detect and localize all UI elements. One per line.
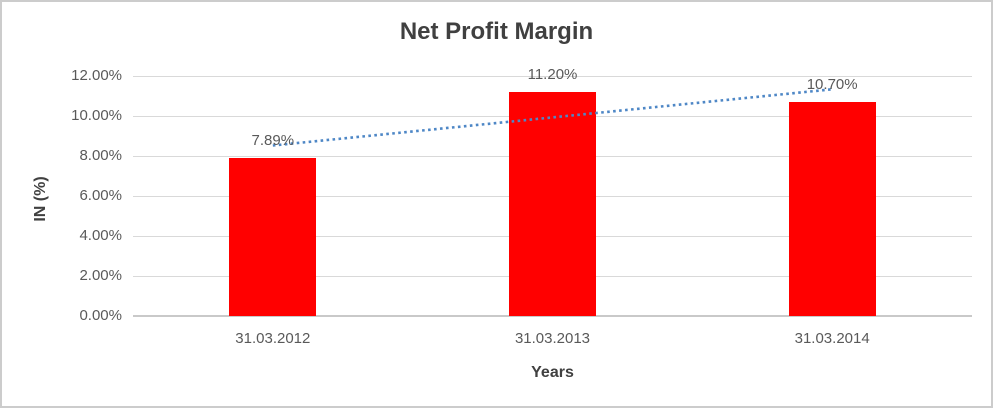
y-tick-label: 6.00% bbox=[79, 187, 122, 204]
y-tick-label: 10.00% bbox=[71, 107, 122, 124]
bar-value-label: 7.89% bbox=[251, 132, 295, 150]
bar-value-label: 11.20% bbox=[527, 66, 578, 83]
y-tick-label: 12.00% bbox=[71, 67, 122, 84]
x-tick-label: 31.03.2014 bbox=[794, 330, 870, 347]
x-tick-label: 31.03.2012 bbox=[235, 330, 311, 347]
bar bbox=[229, 158, 317, 316]
chart-title: Net Profit Margin bbox=[399, 18, 594, 45]
y-tick-label: 8.00% bbox=[79, 147, 122, 164]
y-tick-label: 0.00% bbox=[79, 307, 122, 324]
bar-value-label: 10.70% bbox=[806, 76, 858, 93]
y-tick-label: 4.00% bbox=[79, 227, 122, 244]
x-tick-label: 31.03.2013 bbox=[514, 330, 591, 347]
y-tick-label: 2.00% bbox=[79, 267, 122, 284]
x-axis-title: Years bbox=[531, 364, 574, 381]
bar bbox=[788, 102, 876, 316]
gridline bbox=[133, 76, 972, 77]
x-axis-line bbox=[133, 315, 972, 317]
bar bbox=[509, 92, 596, 316]
